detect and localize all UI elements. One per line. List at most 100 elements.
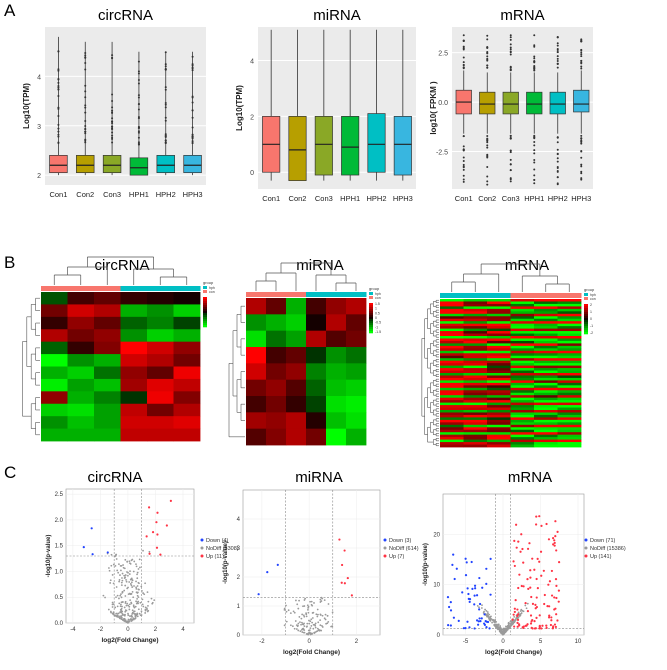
outlier-point [164,65,167,68]
outlier-point [580,178,583,181]
heatmap-cell [534,377,558,381]
heatmap-cell [534,306,558,310]
nodiff-point [303,605,306,607]
nodiff-point [127,612,129,615]
heatmap-cell [510,377,535,381]
heatmap-cell [487,368,511,371]
heatmap-cell [463,355,488,359]
heatmap-cell [463,313,488,317]
y-tick-label: 1.0 [55,569,64,575]
nodiff-point [305,615,308,618]
group-bar-cell [534,293,558,298]
nodiff-point [125,580,128,583]
legend-title: group [203,280,214,285]
outlier-point [580,177,583,180]
heatmap-cell [326,298,347,315]
heatmap-cell [534,390,558,394]
heatmap-cell [147,403,174,417]
up-point [520,533,523,536]
outlier-point [533,136,536,139]
heatmap-cell [534,299,558,302]
outlier-point [137,82,140,85]
nodiff-point [130,602,133,605]
heatmap-cell [463,345,488,349]
heatmap-cell [173,329,201,343]
nodiff-point [513,619,516,621]
nodiff-point [517,611,520,614]
outlier-point [580,48,583,51]
heatmap-cell [440,326,464,329]
nodiff-point [136,571,139,574]
nodiff-point [517,616,520,619]
heatmap-cell [94,304,121,318]
heatmap-cell [534,368,558,371]
heatmap-cell [440,328,464,332]
outlier-point [556,148,559,151]
nodiff-point [102,594,105,597]
heatmap-cell [557,308,582,312]
heatmap-cell [510,429,535,433]
heatmap-cell [557,313,582,317]
down-point [455,567,458,570]
heatmap-cell [534,444,558,448]
up-point [558,561,561,564]
scale-bar-segment [203,317,207,320]
heatmap-cell [440,368,464,371]
outlier-point [84,51,87,54]
outlier-point [164,139,167,142]
up-point [538,515,541,518]
x-tick-label: HPH1 [340,194,360,203]
heatmap-cell [173,316,201,330]
outlier-point [57,95,60,98]
outlier-point [486,46,489,49]
down-point [452,553,455,556]
up-point [555,613,558,616]
heatmap-cell [557,405,582,408]
heatmap-cell [534,358,558,362]
nodiff-point [148,550,151,553]
nodiff-point [130,620,133,622]
heatmap-cell [463,385,488,389]
scale-bar-segment [584,324,588,327]
nodiff-point [316,608,319,611]
heatmap-cell [510,365,535,369]
nodiff-point [124,558,127,561]
nodiff-point [480,607,483,609]
heatmap-cell [67,428,95,442]
outlier-point [533,182,536,185]
down-point [480,617,483,620]
scale-bar-segment [203,319,207,322]
legend-swatch-hph [369,292,373,295]
heatmap-cell [246,314,267,332]
nodiff-point [297,629,300,632]
nodiff-point [319,598,322,601]
nodiff-point [118,563,120,566]
heatmap-cell [534,405,558,408]
nodiff-point [127,618,130,621]
heatmap-cell [487,355,511,359]
outlier-point [580,170,583,173]
heatmap-cell [557,373,582,376]
legend-title: group [584,287,595,292]
heatmap-cell [557,340,582,344]
scale-bar-segment [584,308,588,311]
down-point [473,603,476,606]
x-tick-label: -2 [98,627,104,633]
box [573,89,590,113]
x-tick-label: Con2 [76,190,94,199]
legend-marker [200,554,204,558]
nodiff-point [307,629,310,632]
nodiff-point [285,620,288,623]
heatmap-cell [346,428,367,446]
outlier-point [164,119,167,122]
heatmap-cell [487,348,511,352]
nodiff-point [519,614,522,617]
heatmap-cell [557,355,582,359]
up-point [530,620,533,623]
nodiff-point [129,599,132,602]
nodiff-point [487,612,489,615]
up-point [517,623,521,626]
up-point [340,563,344,567]
chart-title: miRNA [295,469,343,486]
heatmap-cell [510,333,535,337]
